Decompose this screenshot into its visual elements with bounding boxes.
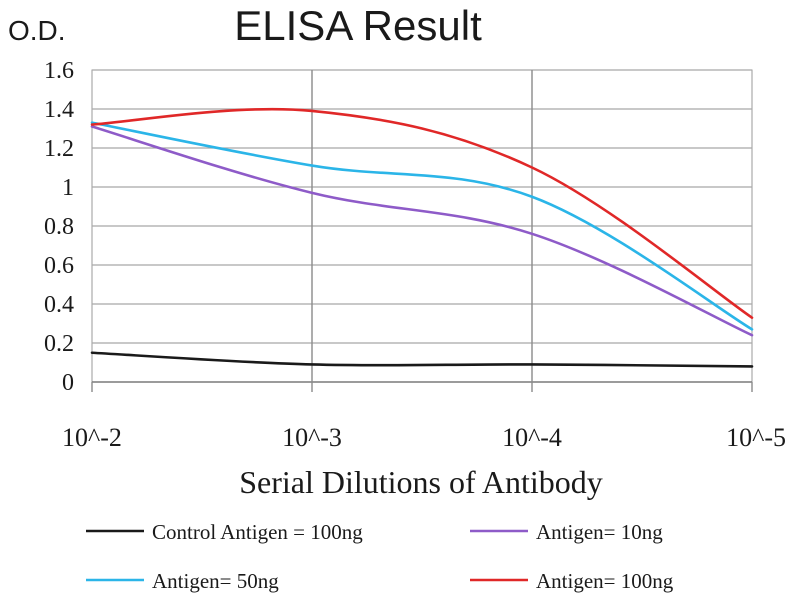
y-tick-label: 0.8 xyxy=(44,214,74,240)
y-tick-label: 1.6 xyxy=(44,58,74,84)
y-tick-label: 1.4 xyxy=(44,97,74,123)
legend-label-3: Antigen= 50ng xyxy=(152,569,279,593)
series-line-1 xyxy=(90,351,754,368)
legend-label-4: Antigen= 100ng xyxy=(536,569,674,593)
y-tick-label: 1.2 xyxy=(44,136,74,162)
x-tick-label: 10^-3 xyxy=(282,423,342,452)
x-axis-label: Serial Dilutions of Antibody xyxy=(239,464,603,500)
x-tick-label: 10^-2 xyxy=(62,423,122,452)
series-line-2 xyxy=(90,125,754,337)
plot-area: 0 0.2 0.4 0.6 0.8 1 1.2 1.4 1.6 10^-2 10^-3 10^-4 10… xyxy=(44,58,786,452)
x-tick-label: 10^-4 xyxy=(502,423,562,452)
series-line-4 xyxy=(90,107,754,319)
y-tick-label: 0.6 xyxy=(44,253,74,279)
chart-title: ELISA Result xyxy=(234,2,482,49)
y-tick-label: 0 xyxy=(62,370,74,396)
legend: Control Antigen = 100ng Antigen= 10ng Anti… xyxy=(86,520,674,593)
x-tick-label: 10^-5 xyxy=(726,423,786,452)
y-tick-label: 0.2 xyxy=(44,331,74,357)
legend-label-2: Antigen= 10ng xyxy=(536,520,663,544)
y-tick-label: 1 xyxy=(62,175,74,201)
legend-label-1: Control Antigen = 100ng xyxy=(152,520,363,544)
y-axis-label: O.D. xyxy=(8,15,66,46)
series-line-3 xyxy=(90,121,754,331)
y-tick-label: 0.4 xyxy=(44,292,74,318)
